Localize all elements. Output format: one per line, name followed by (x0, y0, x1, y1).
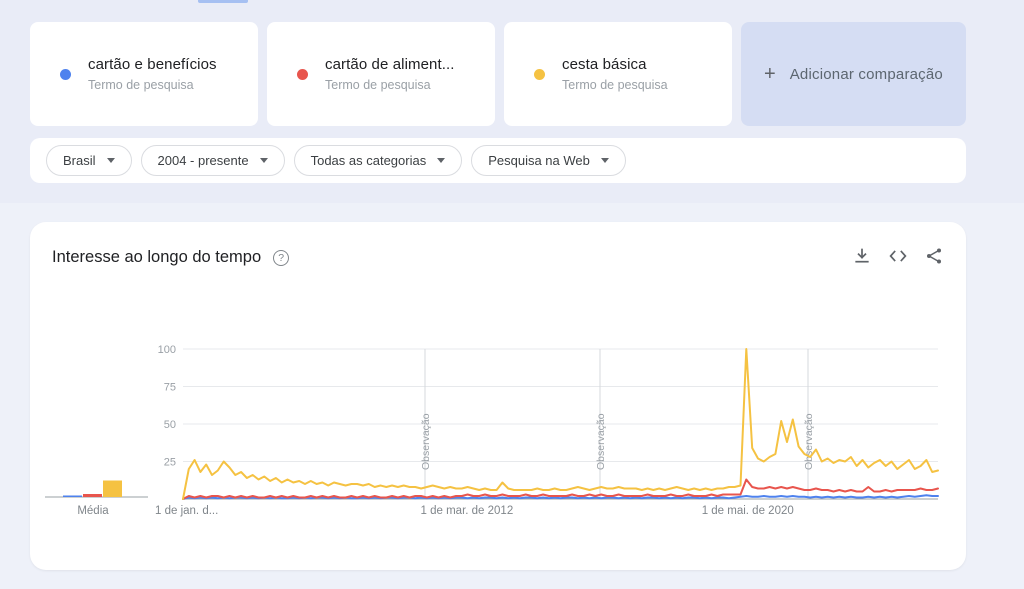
observation-label: Observação (420, 413, 432, 470)
y-tick-label: 50 (164, 419, 176, 431)
y-tick-label: 25 (164, 457, 176, 469)
chevron-down-icon (437, 158, 446, 163)
term-color-dot (534, 68, 545, 80)
chart-title: Interesse ao longo do tempo (52, 248, 262, 266)
chevron-down-icon (600, 158, 609, 163)
comparison-section: cartão e benefícios Termo de pesquisa ca… (0, 0, 1024, 203)
x-axis-label: 1 de mai. de 2020 (702, 505, 794, 517)
term-card-2[interactable]: cartão de aliment... Termo de pesquisa (267, 22, 495, 126)
term-color-dot (297, 68, 308, 80)
y-tick-label: 75 (164, 382, 176, 394)
term-label: cartão e benefícios (88, 56, 217, 73)
filter-time-range[interactable]: 2004 - presente (140, 145, 285, 176)
code-embed-icon (889, 250, 907, 262)
chevron-down-icon (106, 158, 115, 163)
media-bar-1 (63, 495, 82, 497)
media-bar-3 (103, 480, 122, 497)
embed-button[interactable] (888, 246, 908, 266)
term-card-1[interactable]: cartão e benefícios Termo de pesquisa (30, 22, 258, 126)
series-line-3 (182, 348, 939, 500)
term-type-label: Termo de pesquisa (325, 78, 431, 92)
term-type-label: Termo de pesquisa (562, 78, 668, 92)
term-type-label: Termo de pesquisa (88, 78, 194, 92)
term-card-3[interactable]: cesta básica Termo de pesquisa (504, 22, 732, 126)
term-label: cartão de aliment... (325, 56, 455, 73)
help-icon[interactable]: ? (273, 249, 290, 266)
y-tick-label: 100 (158, 344, 176, 356)
add-comparison-button[interactable]: + Adicionar comparação (741, 22, 966, 126)
filter-category[interactable]: Todas as categorias (293, 145, 463, 176)
filter-category-label: Todas as categorias (310, 153, 427, 168)
series-line-2 (182, 478, 939, 500)
media-label: Média (77, 505, 109, 517)
share-icon (927, 248, 941, 264)
observation-label: Observação (803, 413, 815, 470)
plus-icon: + (764, 63, 776, 85)
term-label: cesta básica (562, 56, 647, 73)
filter-region-label: Brasil (63, 153, 96, 168)
download-icon (855, 248, 869, 263)
share-button[interactable] (924, 246, 944, 266)
x-axis-label: 1 de mar. de 2012 (421, 505, 514, 517)
series-line-1 (182, 494, 939, 500)
media-bar-2 (83, 494, 102, 497)
filter-bar: Brasil 2004 - presente Todas as categori… (30, 138, 966, 183)
filter-region[interactable]: Brasil (46, 145, 132, 176)
observation-label: Observação (595, 413, 607, 470)
interest-over-time-card: Interesse ao longo do tempo ? 25 50 7 (30, 222, 966, 570)
filter-time-range-label: 2004 - presente (157, 153, 249, 168)
download-button[interactable] (852, 246, 872, 266)
filter-search-type[interactable]: Pesquisa na Web (471, 145, 626, 176)
top-accent-bar (198, 0, 248, 3)
filter-search-type-label: Pesquisa na Web (488, 153, 590, 168)
add-comparison-label: Adicionar comparação (789, 65, 943, 83)
term-color-dot (60, 68, 71, 80)
trend-chart[interactable]: 25 50 75 100 Observação Observação Observação M… (30, 322, 966, 537)
x-axis-label: 1 de jan. d... (155, 505, 218, 517)
chevron-down-icon (259, 158, 268, 163)
